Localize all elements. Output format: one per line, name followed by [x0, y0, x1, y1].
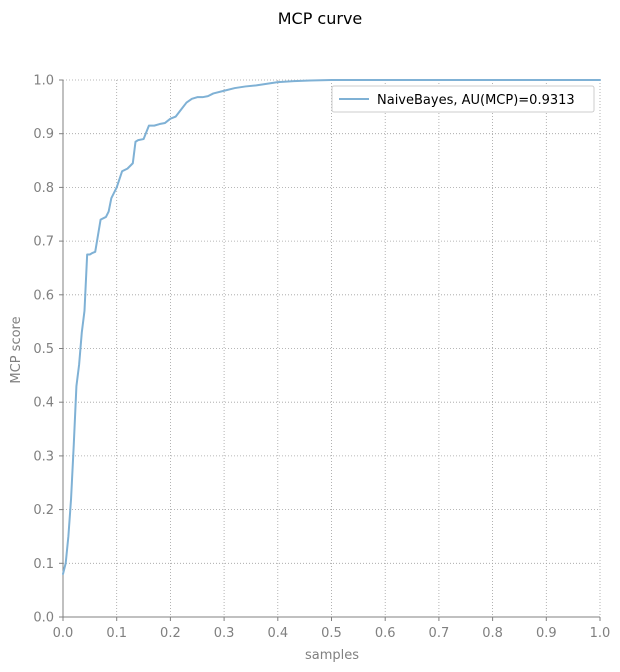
x-tick-label: 0.4	[267, 626, 288, 641]
legend-label: NaiveBayes, AU(MCP)=0.9313	[377, 93, 575, 108]
x-tick-label: 0.3	[214, 626, 235, 641]
chart-title: MCP curve	[278, 9, 363, 28]
tick-labels: 0.0 0.1 0.2 0.3 0.4 0.5 0.6 0.7 0.8 0.9 1.0 0.0 0.1 0…	[33, 74, 610, 642]
x-tick-label: 0.0	[53, 626, 74, 641]
y-tick-label: 0.4	[33, 396, 54, 411]
series-lines	[62, 79, 601, 576]
y-tick-label: 0.0	[33, 611, 54, 626]
y-axis-title: MCP score	[9, 316, 24, 383]
y-tick-label: 0.8	[33, 181, 54, 196]
x-tick-label: 0.2	[160, 626, 181, 641]
series-line	[62, 79, 601, 576]
x-tick-label: 0.9	[536, 626, 557, 641]
x-tick-label: 0.5	[321, 626, 342, 641]
x-tick-label: 0.6	[375, 626, 396, 641]
y-tick-label: 0.7	[33, 235, 54, 250]
legend-box	[331, 85, 595, 113]
x-axis-title: samples	[305, 648, 359, 663]
y-tick-label: 0.6	[33, 288, 54, 303]
y-tick-label: 1.0	[33, 74, 54, 89]
grid-lines	[62, 79, 601, 618]
legend: NaiveBayes, AU(MCP)=0.9313	[331, 85, 595, 113]
x-tick-label: 0.7	[429, 626, 450, 641]
y-tick-label: 0.9	[33, 127, 54, 142]
x-tick-label: 0.1	[106, 626, 127, 641]
y-tick-label: 0.1	[33, 557, 54, 572]
x-tick-label: 1.0	[590, 626, 611, 641]
axes	[59, 79, 601, 621]
y-tick-label: 0.2	[33, 503, 54, 518]
y-tick-label: 0.3	[33, 449, 54, 464]
x-tick-label: 0.8	[482, 626, 503, 641]
y-tick-label: 0.5	[33, 342, 54, 357]
